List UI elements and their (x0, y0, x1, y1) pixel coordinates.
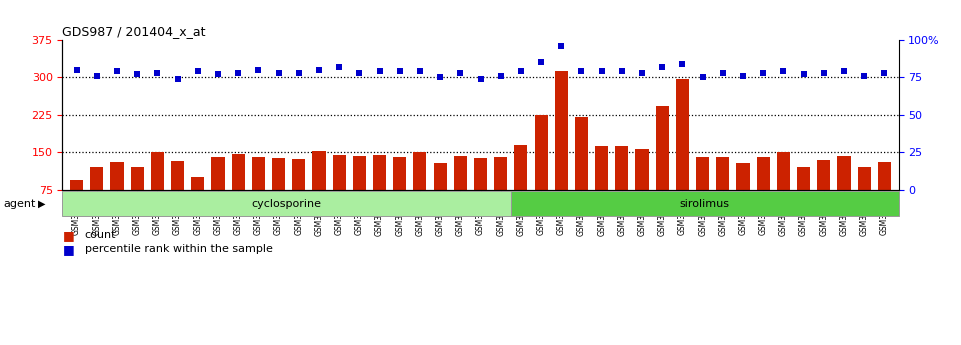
Point (150, 70, 165, 76)
Bar (413, 152, 427, 190)
Text: GDS987 / 201404_x_at: GDS987 / 201404_x_at (62, 26, 206, 39)
Point (654, 64, 670, 69)
Point (755, 70, 771, 76)
Bar (857, 167, 871, 190)
Text: ▶: ▶ (38, 199, 46, 209)
Point (836, 68, 851, 74)
Point (715, 70, 730, 76)
Point (170, 76, 185, 81)
Bar (353, 156, 366, 190)
Point (392, 68, 407, 74)
Point (251, 67, 266, 72)
Bar (151, 152, 164, 190)
Bar (676, 79, 689, 190)
Point (735, 73, 751, 78)
Bar (433, 163, 447, 190)
Point (372, 68, 387, 74)
Point (69, 67, 85, 72)
Point (453, 70, 468, 76)
Point (554, 43, 569, 48)
Point (210, 71, 226, 77)
Point (776, 68, 791, 74)
Bar (817, 160, 830, 190)
Text: cyclosporine: cyclosporine (252, 199, 322, 209)
Bar (736, 163, 750, 190)
Point (876, 70, 892, 76)
Bar (191, 177, 205, 190)
Point (130, 71, 145, 77)
Bar (211, 157, 225, 190)
Point (695, 75, 710, 80)
Bar (494, 157, 507, 190)
Point (473, 76, 488, 81)
Point (352, 70, 367, 76)
Bar (373, 155, 386, 190)
Bar (272, 158, 285, 190)
Point (291, 70, 307, 76)
Bar (70, 180, 84, 190)
Bar (90, 167, 104, 190)
Point (513, 68, 529, 74)
Point (412, 68, 428, 74)
Point (634, 70, 650, 76)
Point (231, 70, 246, 76)
Point (271, 70, 286, 76)
Bar (333, 155, 346, 190)
Point (110, 68, 125, 74)
Point (675, 61, 690, 67)
Bar (454, 156, 467, 190)
Bar (292, 159, 306, 190)
Bar (837, 156, 850, 190)
Point (796, 71, 811, 77)
Bar (111, 162, 124, 190)
Point (432, 75, 448, 80)
Bar (635, 149, 649, 190)
Point (816, 70, 831, 76)
Point (856, 73, 872, 78)
Bar (776, 152, 790, 190)
Point (574, 68, 589, 74)
Bar (797, 167, 810, 190)
Bar (756, 157, 770, 190)
Text: sirolimus: sirolimus (679, 199, 729, 209)
Bar (131, 167, 144, 190)
Bar (716, 157, 729, 190)
Text: count: count (85, 230, 116, 240)
Text: ■: ■ (62, 243, 74, 256)
Bar (252, 157, 265, 190)
Point (190, 68, 206, 74)
Text: ■: ■ (62, 229, 74, 242)
Point (311, 67, 327, 72)
Bar (877, 162, 891, 190)
Point (332, 64, 347, 69)
Point (89, 73, 105, 78)
Bar (534, 115, 548, 190)
Text: agent: agent (4, 199, 37, 209)
Bar (232, 154, 245, 190)
Bar (595, 146, 608, 190)
Text: percentile rank within the sample: percentile rank within the sample (85, 244, 272, 254)
Bar (312, 151, 326, 190)
Bar (554, 71, 568, 190)
Point (493, 73, 508, 78)
Bar (655, 106, 669, 190)
Bar (393, 157, 407, 190)
Point (594, 68, 609, 74)
Bar (474, 158, 487, 190)
Bar (696, 157, 709, 190)
Point (533, 59, 549, 65)
Bar (171, 161, 185, 190)
Bar (514, 145, 528, 190)
Bar (615, 146, 628, 190)
Bar (575, 117, 588, 190)
Point (614, 68, 629, 74)
